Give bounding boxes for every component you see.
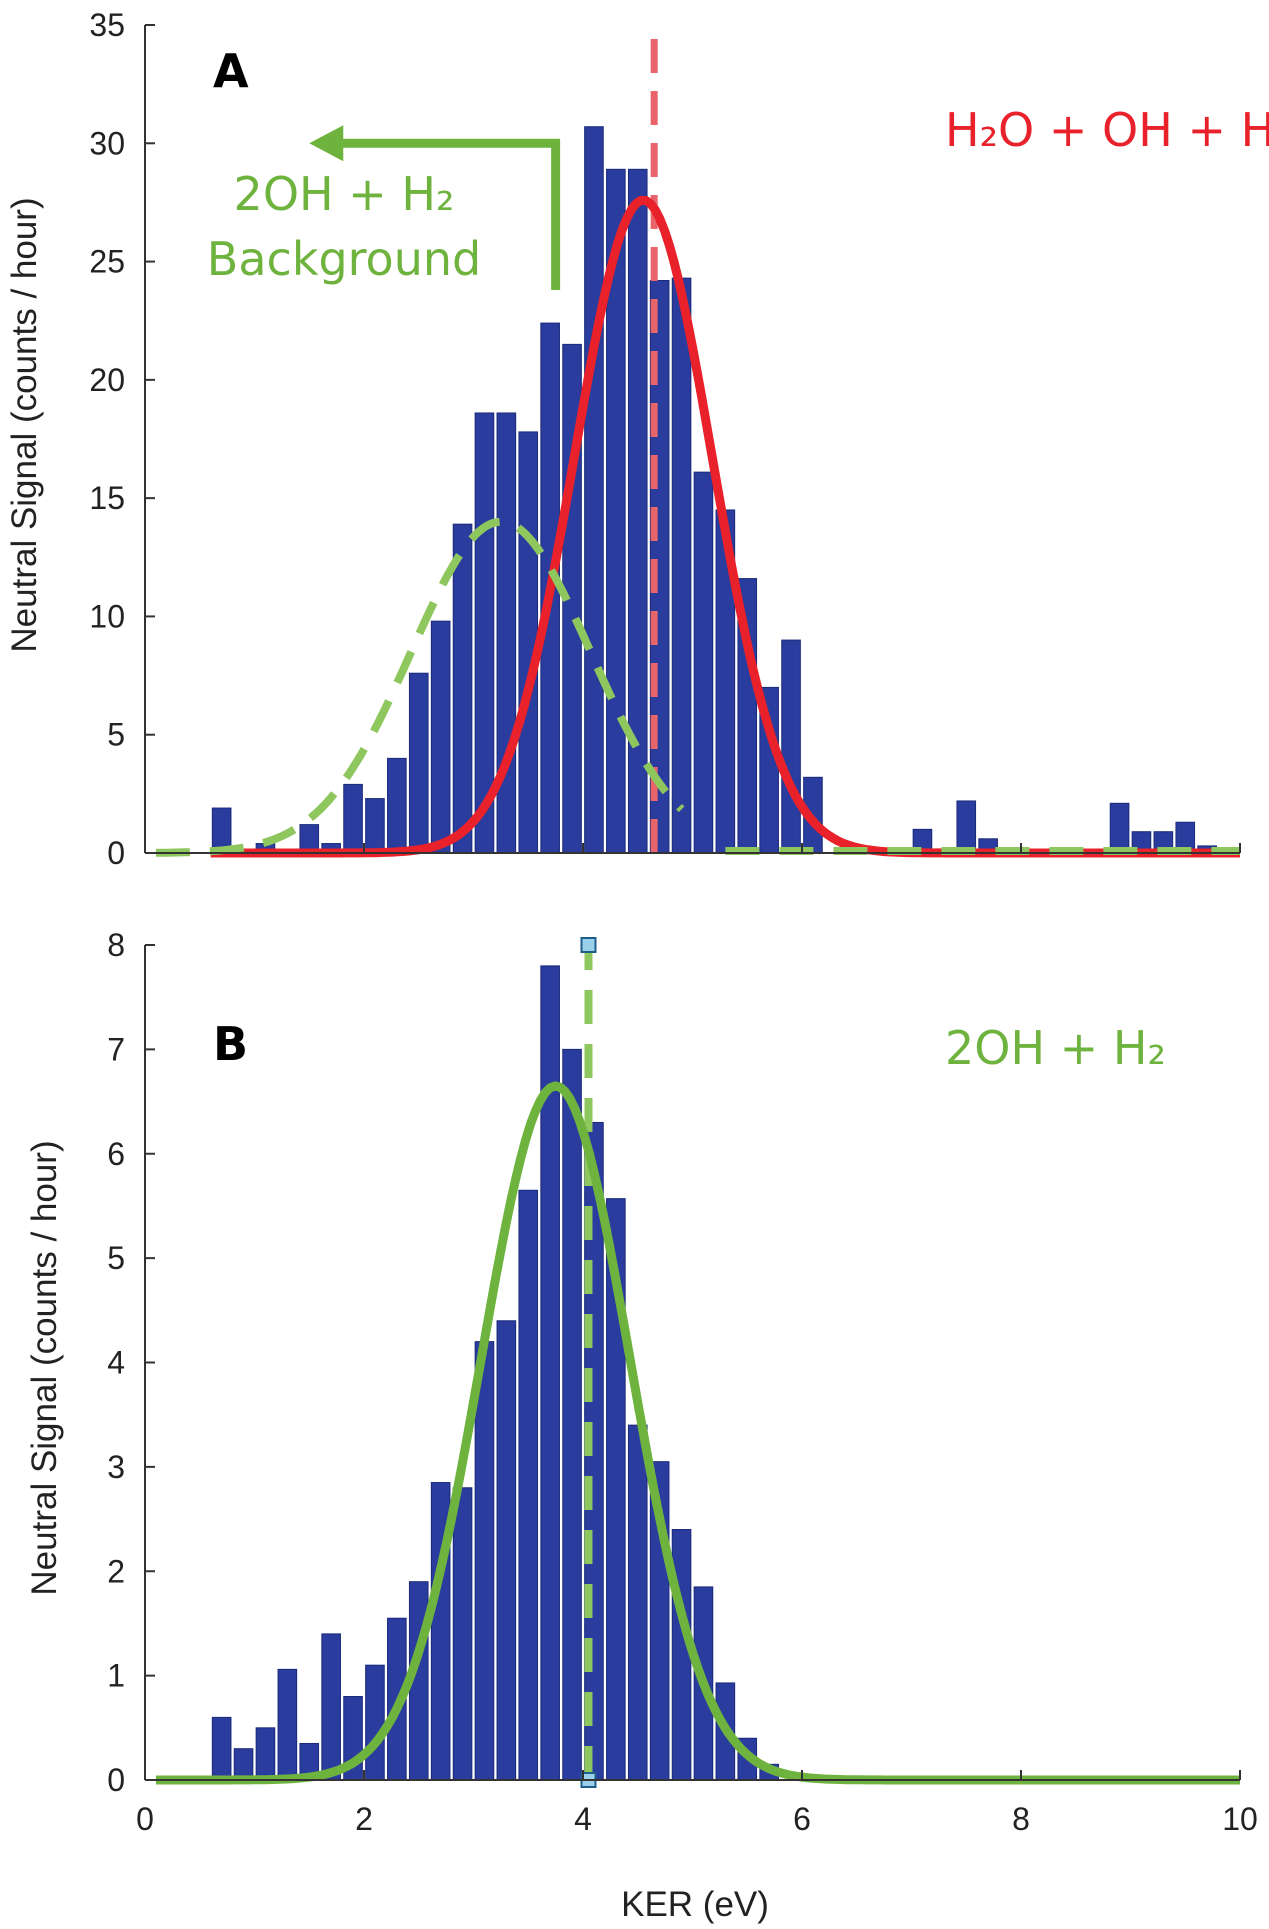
bar-a-20 (693, 471, 714, 854)
y-tick-label: 5 (107, 1240, 125, 1276)
panel-b-bars (211, 965, 779, 1781)
y-tick-label: 7 (107, 1031, 125, 1067)
bar-a-19 (671, 277, 692, 854)
y-tick-label: 30 (89, 125, 125, 161)
y-tick-label: 5 (107, 717, 125, 753)
bar-b-2 (255, 1727, 276, 1781)
x-tick-label: 4 (574, 1801, 592, 1837)
panel-a-axes (144, 25, 1241, 854)
panel-b-x-axis-label: KER (eV) (621, 1885, 769, 1924)
bar-a-9 (452, 523, 473, 854)
bar-b-14 (518, 1189, 539, 1781)
panel-a-series-label: H₂O + OH + H (945, 103, 1269, 157)
y-tick-label: 2 (107, 1553, 125, 1589)
fit-curve-b-0 (155, 1081, 1240, 1785)
bar-a-12 (518, 431, 539, 854)
y-tick-label: 0 (107, 1762, 125, 1798)
panel-b-x-ticks: 0 2 4 6 8 10 (136, 1801, 1258, 1837)
bar-b-13 (496, 1320, 517, 1781)
y-tick-label: 10 (89, 598, 125, 634)
bar-b-11 (452, 1487, 473, 1781)
y-tick-label: 8 (107, 927, 125, 963)
panel-b-series-label: 2OH + H₂ (945, 1021, 1166, 1075)
panel-a-y-ticks: 0 5 10 15 20 25 30 35 (89, 7, 155, 871)
bar-a-4 (343, 783, 363, 854)
bar-a-15 (584, 126, 604, 854)
y-tick-label: 1 (107, 1658, 125, 1694)
x-tick-label: 8 (1012, 1801, 1030, 1837)
panel-b-y-ticks: 0 1 2 3 4 5 6 7 8 (107, 927, 155, 1798)
y-tick-label: 0 (107, 835, 125, 871)
fit-curve-a-1 (154, 517, 685, 857)
bar-a-7 (408, 672, 429, 854)
x-tick-label: 10 (1222, 1801, 1258, 1837)
bar-a-8 (430, 620, 451, 854)
panel-b-label: B (213, 1017, 248, 1071)
panel-a-bars (211, 126, 1217, 854)
bar-a-6 (387, 757, 407, 854)
bar-a-5 (365, 798, 385, 854)
bar-b-3 (277, 1668, 298, 1781)
background-label-line1: 2OH + H₂ (234, 167, 455, 221)
bar-a-17 (627, 168, 648, 854)
bar-a-29 (1109, 802, 1130, 854)
y-tick-label: 15 (89, 480, 125, 516)
x-tick-label: 0 (136, 1801, 154, 1837)
panel-a-y-axis-label: Neutral Signal (counts / hour) (5, 197, 44, 652)
y-tick-label: 4 (107, 1345, 125, 1381)
bar-b-5 (321, 1633, 341, 1781)
x-tick-label: 6 (793, 1801, 811, 1837)
x-tick-label: 2 (355, 1801, 373, 1837)
bar-a-24 (781, 639, 801, 854)
y-tick-label: 35 (89, 7, 125, 43)
arrow-shaft (331, 138, 561, 290)
panel-b-y-axis-label: Neutral Signal (counts / hour) (25, 1140, 64, 1595)
y-tick-label: 3 (107, 1449, 125, 1485)
background-arrow (309, 125, 561, 290)
arrow-head (309, 125, 344, 162)
bar-b-16 (562, 1048, 582, 1781)
y-tick-label: 20 (89, 362, 125, 398)
y-tick-label: 6 (107, 1136, 125, 1172)
panel-a: 0 5 10 15 20 25 30 35 Neutral Signal (counts / … (5, 7, 1269, 871)
panel-a-label: A (213, 44, 249, 98)
background-label-line2: Background (207, 232, 481, 286)
y-tick-label: 25 (89, 244, 125, 280)
bar-b-19 (627, 1424, 648, 1781)
line-end-marker (580, 937, 597, 953)
bar-b-21 (671, 1529, 692, 1781)
bar-b-0 (211, 1716, 232, 1781)
bar-b-1 (233, 1748, 254, 1781)
bar-a-27 (956, 800, 977, 854)
bar-b-7 (365, 1664, 385, 1781)
panel-b: 0 1 2 3 4 5 6 7 8 0 2 4 6 8 10 Neutral Signal (counts… (25, 927, 1258, 1924)
bar-b-12 (474, 1341, 495, 1781)
